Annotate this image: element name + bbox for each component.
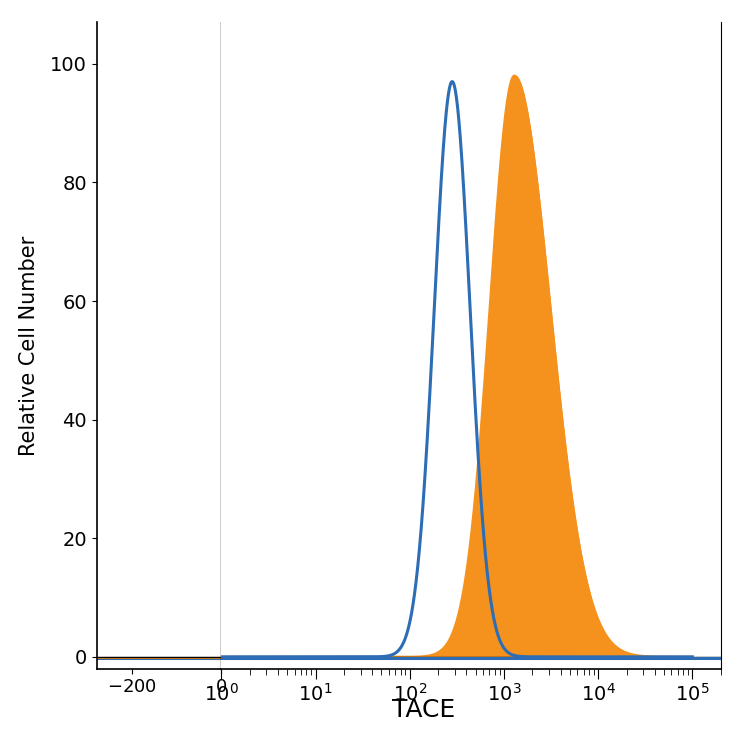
Text: TACE: TACE	[392, 698, 455, 722]
Y-axis label: Relative Cell Number: Relative Cell Number	[19, 236, 39, 455]
